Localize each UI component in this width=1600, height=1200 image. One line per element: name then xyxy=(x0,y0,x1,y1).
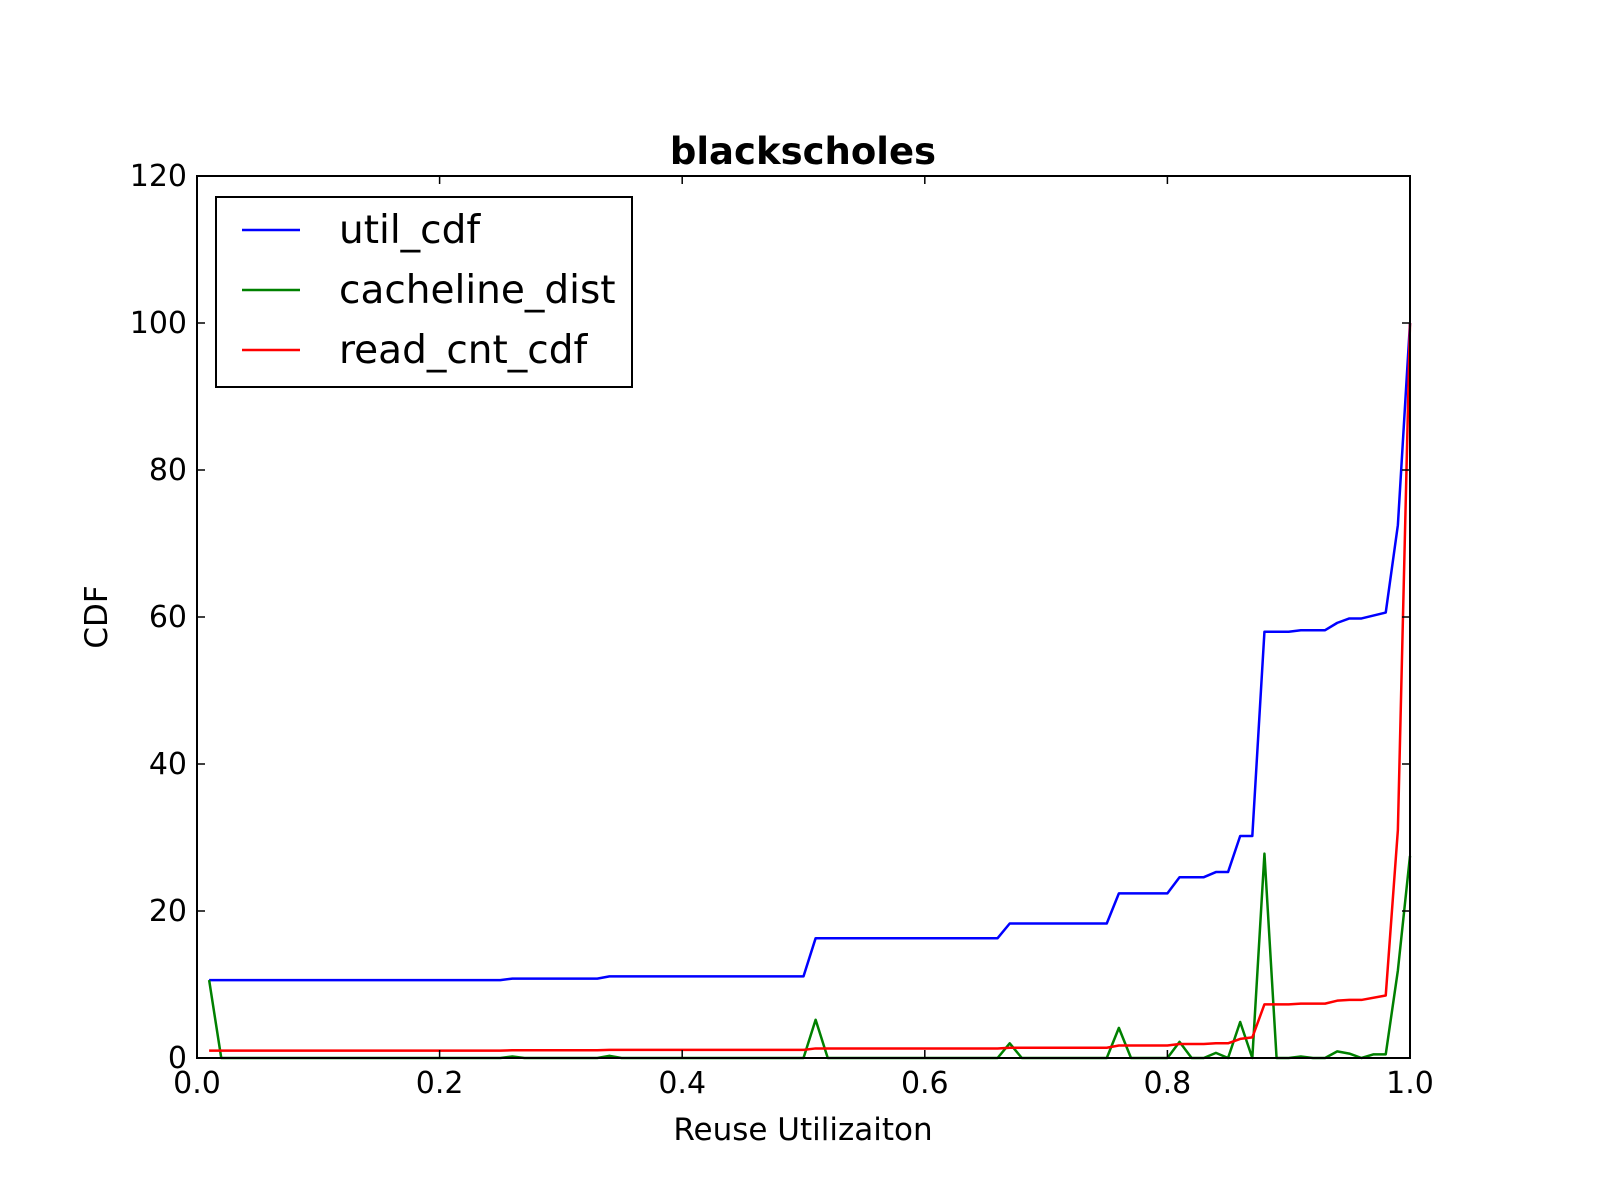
x-tick-label: 0.2 xyxy=(416,1066,464,1101)
y-tick-label: 80 xyxy=(149,453,187,488)
x-tick-label: 1.0 xyxy=(1386,1066,1434,1101)
series-layer xyxy=(207,322,1412,1060)
legend-label-read-cnt-cdf: read_cnt_cdf xyxy=(339,328,588,373)
legend: util_cdf cacheline_dist read_cnt_cdf xyxy=(215,196,633,388)
y-tick-label: 0 xyxy=(168,1041,187,1076)
legend-label-util-cdf: util_cdf xyxy=(339,208,481,253)
y-tick-label: 40 xyxy=(149,747,187,782)
chart-title: blackscholes xyxy=(670,130,936,173)
y-tick-label: 120 xyxy=(130,159,187,194)
x-tick-label: 0.0 xyxy=(173,1066,221,1101)
series-line-read-cnt-cdf xyxy=(209,322,1412,1052)
x-axis-title: Reuse Utilizaiton xyxy=(673,1112,932,1148)
y-tick-label: 100 xyxy=(130,306,187,341)
y-tick-label: 20 xyxy=(149,894,187,929)
ticks-layer: 0.0 0.2 0.4 0.6 0.8 1.0 0 20 40 60 80 100 120 xyxy=(130,159,1434,1101)
y-tick-label: 60 xyxy=(149,600,187,635)
x-tick-label: 0.4 xyxy=(658,1066,706,1101)
y-axis-title: CDF xyxy=(79,585,115,648)
series-line-util-cdf xyxy=(209,322,1412,982)
x-tick-label: 0.8 xyxy=(1144,1066,1192,1101)
legend-box xyxy=(215,196,633,388)
legend-label-cacheline-dist: cacheline_dist xyxy=(339,268,616,313)
series-line-cacheline-dist xyxy=(207,852,1412,1060)
x-tick-label: 0.6 xyxy=(901,1066,949,1101)
